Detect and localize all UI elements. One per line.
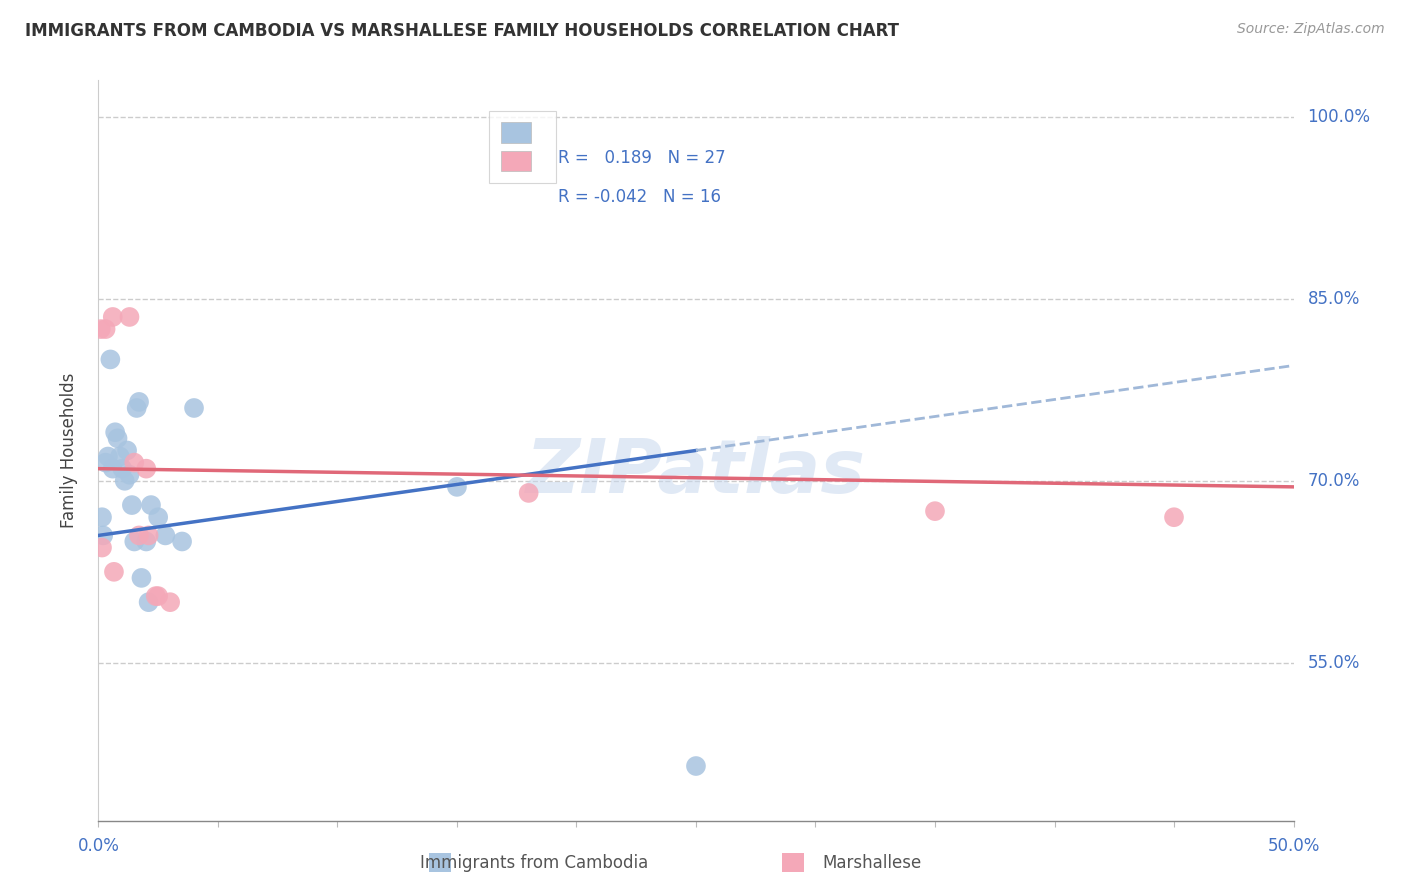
Point [131,571,153,585]
Point [118,310,141,324]
Point [107,431,129,445]
Point [138,528,160,542]
Point [108,450,131,464]
Text: 100.0%: 100.0% [1308,108,1371,126]
Point [685,759,707,773]
Text: 85.0%: 85.0% [1308,290,1360,308]
Point [101,310,124,324]
Y-axis label: Family Households: Family Households [59,373,77,528]
Point [517,486,540,500]
Text: R =   0.189   N = 27: R = 0.189 N = 27 [558,149,725,167]
Point [1163,510,1185,524]
Point [94,456,117,470]
Point [101,461,124,475]
Point [145,589,167,603]
Point [924,504,946,518]
Point [91,541,114,555]
Text: 50.0%: 50.0% [1267,838,1320,855]
Point [90,322,112,336]
Point [138,595,160,609]
Point [104,425,127,440]
Point [135,461,157,475]
Text: ZIPatlas: ZIPatlas [526,436,866,509]
Point [103,565,125,579]
Point [118,467,141,482]
Bar [429,853,451,872]
Point [97,450,120,464]
Point [148,589,170,603]
Point [124,534,146,549]
Point [148,510,170,524]
Point [124,456,146,470]
Text: 0.0%: 0.0% [77,838,120,855]
Point [114,474,136,488]
Point [139,498,162,512]
Bar [782,853,804,872]
Point [91,528,114,542]
Point [94,322,117,336]
Point [155,528,177,542]
Text: Source: ZipAtlas.com: Source: ZipAtlas.com [1237,22,1385,37]
Text: R = -0.042   N = 16: R = -0.042 N = 16 [558,188,721,206]
Point [125,401,148,415]
Text: Immigrants from Cambodia: Immigrants from Cambodia [420,855,648,872]
Point [128,395,150,409]
Point [91,510,114,524]
Text: Marshallese: Marshallese [823,855,921,872]
Point [159,595,181,609]
Point [446,480,468,494]
Point [172,534,194,549]
Text: IMMIGRANTS FROM CAMBODIA VS MARSHALLESE FAMILY HOUSEHOLDS CORRELATION CHART: IMMIGRANTS FROM CAMBODIA VS MARSHALLESE … [25,22,900,40]
Point [183,401,205,415]
Point [115,443,138,458]
Legend: , : , [489,111,555,183]
Point [128,528,150,542]
Point [98,352,122,367]
Point [111,461,134,475]
Text: 70.0%: 70.0% [1308,472,1360,490]
Point [121,498,143,512]
Point [135,534,157,549]
Text: 55.0%: 55.0% [1308,654,1360,672]
